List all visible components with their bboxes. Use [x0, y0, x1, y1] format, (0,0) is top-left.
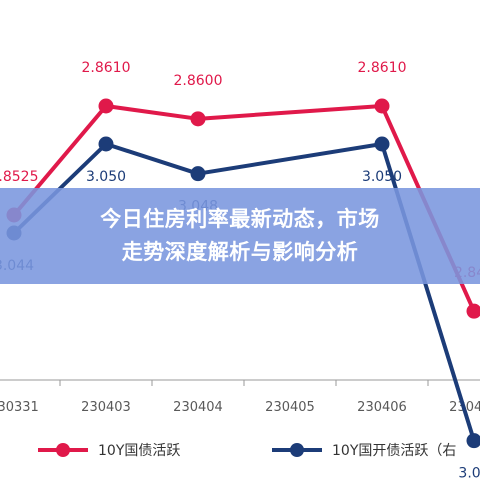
data-point: [98, 136, 114, 152]
x-tick-label: 230403: [81, 400, 131, 415]
legend-marker: [290, 443, 304, 457]
data-label: 2.8525: [0, 169, 39, 185]
data-point: [190, 166, 206, 182]
data-label: 3.050: [362, 169, 402, 185]
x-tick-label: 230405: [265, 400, 315, 415]
banner-title-line-1: 今日住房利率最新动态，市场: [100, 207, 380, 231]
title-banner: 今日住房利率最新动态，市场 走势深度解析与影响分析: [0, 188, 480, 284]
data-label: 2.8610: [358, 60, 407, 76]
data-point: [374, 98, 390, 114]
data-point: [466, 433, 480, 449]
x-tick-label: 230404: [173, 400, 223, 415]
data-point: [374, 136, 390, 152]
data-label: 2.8600: [174, 73, 223, 89]
banner-title-line-2: 走势深度解析与影响分析: [121, 240, 359, 264]
data-label: 2.8610: [82, 60, 131, 76]
data-label: 3.03: [458, 466, 480, 480]
legend-marker: [56, 443, 70, 457]
legend-label: 10Y国债活跃: [98, 443, 180, 459]
data-point: [190, 111, 206, 127]
data-point: [466, 303, 480, 319]
x-tick-label: 230406: [357, 400, 407, 415]
data-label: 3.050: [86, 169, 126, 185]
x-tick-label: 230331: [0, 400, 39, 415]
legend-label: 10Y国开债活跃（右: [332, 443, 456, 459]
data-point: [98, 98, 114, 114]
